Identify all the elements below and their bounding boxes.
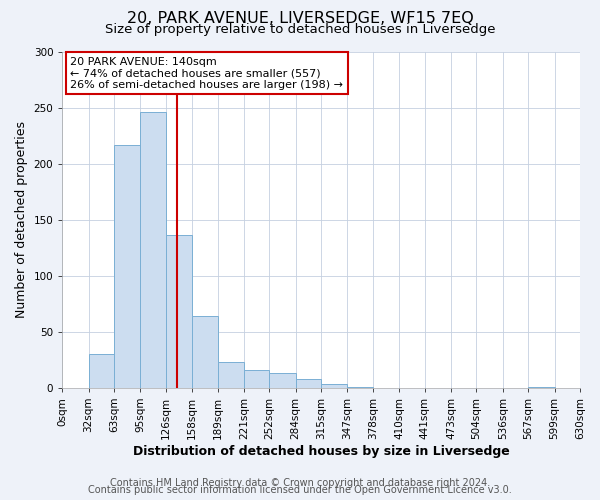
- Text: 20 PARK AVENUE: 140sqm
← 74% of detached houses are smaller (557)
26% of semi-de: 20 PARK AVENUE: 140sqm ← 74% of detached…: [70, 56, 343, 90]
- Bar: [296, 379, 321, 388]
- X-axis label: Distribution of detached houses by size in Liversedge: Distribution of detached houses by size …: [133, 444, 509, 458]
- Y-axis label: Number of detached properties: Number of detached properties: [15, 121, 28, 318]
- Text: Size of property relative to detached houses in Liversedge: Size of property relative to detached ho…: [105, 22, 495, 36]
- Text: Contains HM Land Registry data © Crown copyright and database right 2024.: Contains HM Land Registry data © Crown c…: [110, 478, 490, 488]
- Bar: [140, 112, 166, 388]
- Bar: [347, 386, 373, 388]
- Bar: [269, 373, 296, 388]
- Text: Contains public sector information licensed under the Open Government Licence v3: Contains public sector information licen…: [88, 485, 512, 495]
- Bar: [528, 386, 554, 388]
- Text: 20, PARK AVENUE, LIVERSEDGE, WF15 7EQ: 20, PARK AVENUE, LIVERSEDGE, WF15 7EQ: [127, 11, 473, 26]
- Bar: [321, 384, 347, 388]
- Bar: [192, 316, 218, 388]
- Bar: [114, 144, 140, 388]
- Bar: [89, 354, 114, 388]
- Bar: [244, 370, 269, 388]
- Bar: [166, 236, 192, 388]
- Bar: [218, 362, 244, 388]
